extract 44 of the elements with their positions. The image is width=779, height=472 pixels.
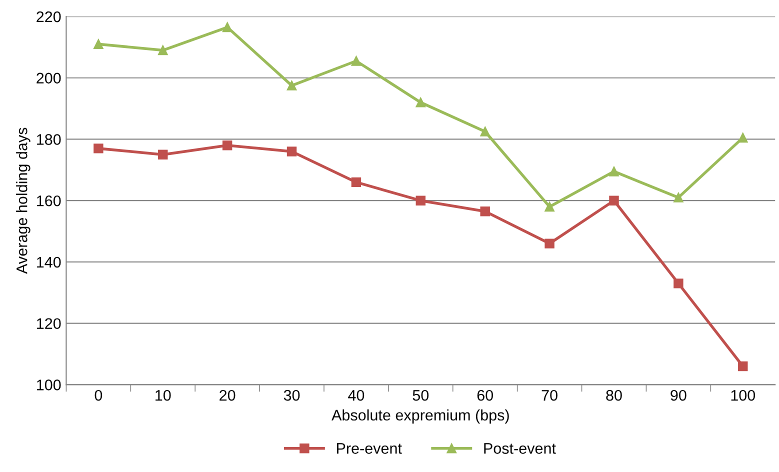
x-tick-label: 50 [412,390,429,401]
x-tick-label: 20 [220,390,236,401]
legend-label: Pre-event [337,443,402,454]
point [544,202,554,212]
y-tick-label: 120 [37,318,61,330]
x-tick-label: 90 [670,390,686,401]
y-axis-title: Average holding days [16,128,30,274]
x-tick-label: 70 [542,390,558,401]
legend-label: Post-event [484,443,556,454]
point [738,361,748,372]
point [351,177,362,188]
point [222,140,232,150]
point [94,39,104,49]
x-tick-label: 0 [94,390,102,401]
y-tick-label: 200 [36,72,61,84]
x-axis-title: Absolute expremium (bps) [332,409,509,424]
point [609,196,619,206]
y-tick-label: 180 [37,134,61,145]
point [351,56,362,66]
point [674,278,684,288]
point [416,196,426,206]
point [544,238,554,248]
point [609,166,619,176]
x-tick-label: 60 [477,390,494,401]
point [674,192,684,202]
point [416,98,426,108]
point [94,144,104,154]
point [480,206,490,216]
y-tick-label: 220 [36,11,61,22]
y-tick-label: 160 [37,195,61,206]
x-tick-label: 100 [731,390,756,401]
x-tick-label: 10 [156,390,171,401]
point [158,45,168,56]
point [286,146,297,156]
point [222,22,232,32]
x-tick-label: 40 [348,390,364,401]
x-tick-label: 80 [606,390,622,401]
point [738,132,748,143]
x-tick-label: 30 [284,390,300,401]
point [158,150,168,160]
y-tick-label: 100 [37,380,61,390]
y-tick-label: 140 [37,256,61,268]
point [286,80,297,90]
point [480,126,490,136]
